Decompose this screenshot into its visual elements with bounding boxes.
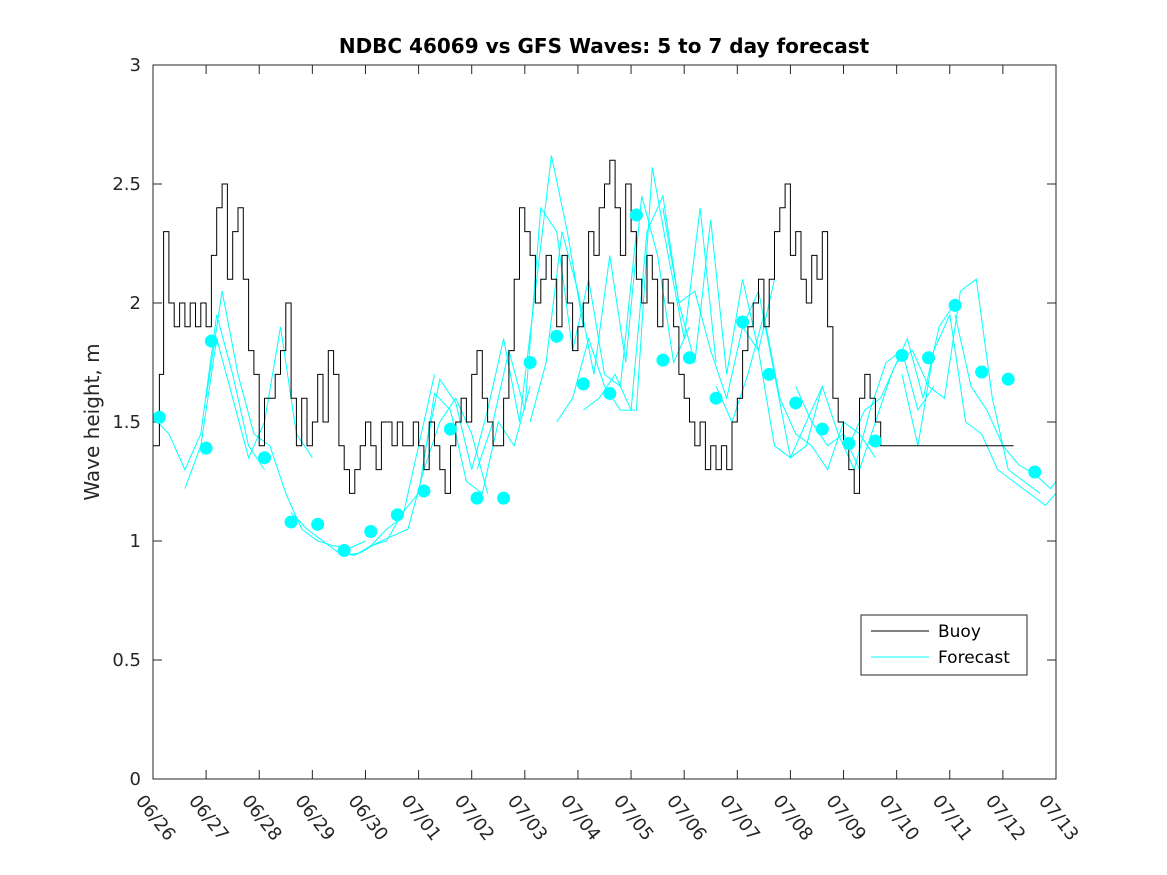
y-tick-label: 1: [130, 531, 141, 552]
forecast-marker: [656, 353, 670, 367]
chart-title: NDBC 46069 vs GFS Waves: 5 to 7 day fore…: [339, 34, 870, 58]
forecast-marker: [603, 386, 617, 400]
x-tick-label: 07/03: [503, 791, 551, 845]
y-tick-label: 3: [130, 55, 141, 76]
forecast-marker: [284, 515, 298, 529]
x-tick-label: 06/30: [344, 791, 392, 845]
forecast-markers: [152, 208, 1042, 558]
forecast-line: [205, 291, 366, 549]
forecast-marker: [204, 334, 218, 348]
x-tick-label: 07/09: [822, 791, 870, 845]
forecast-marker: [762, 367, 776, 381]
forecast-marker: [895, 348, 909, 362]
forecast-line: [476, 206, 637, 470]
forecast-line: [290, 374, 435, 556]
x-tick-label: 07/13: [1034, 791, 1082, 845]
legend-box: [860, 614, 1028, 676]
forecast-marker: [523, 356, 537, 369]
forecast-marker: [311, 517, 325, 531]
forecast-marker: [842, 436, 856, 450]
legend: Buoy Forecast: [860, 614, 1028, 676]
x-tick-label: 07/05: [609, 791, 657, 845]
y-tick-label: 2: [130, 293, 141, 314]
forecast-marker: [550, 329, 564, 343]
y-tick-label: 0.5: [112, 650, 141, 671]
x-tick-label: 07/06: [662, 791, 710, 845]
forecast-marker: [199, 441, 213, 455]
forecast-marker: [1028, 465, 1042, 479]
forecast-marker: [868, 434, 882, 448]
forecast-marker: [337, 544, 351, 558]
x-tick-label: 07/04: [556, 791, 604, 845]
forecast-marker: [576, 377, 590, 391]
legend-buoy-label: Buoy: [938, 622, 981, 642]
x-tick-label: 07/11: [928, 791, 976, 845]
forecast-marker: [1001, 372, 1015, 386]
x-tick-label: 06/26: [131, 791, 179, 845]
forecast-marker: [390, 508, 404, 522]
forecast-marker: [948, 298, 962, 312]
forecast-marker: [364, 524, 378, 538]
forecast-marker: [922, 351, 936, 365]
forecast-marker: [709, 391, 723, 405]
legend-forecast-label: Forecast: [938, 648, 1010, 668]
y-tick-label: 0: [130, 769, 141, 790]
forecast-line: [152, 314, 265, 471]
forecast-line: [848, 278, 1041, 494]
x-tick-label: 07/10: [875, 791, 923, 845]
forecast-marker: [629, 208, 643, 222]
forecast-marker: [417, 484, 431, 498]
forecast-marker: [682, 351, 696, 365]
forecast-marker: [736, 315, 750, 329]
x-tick-label: 07/07: [715, 791, 763, 845]
y-tick-label: 2.5: [112, 174, 141, 195]
forecast-line: [954, 314, 1057, 490]
forecast-marker: [815, 422, 829, 436]
x-tick-label: 07/12: [981, 791, 1029, 845]
buoy-line: [153, 159, 1014, 494]
forecast-line: [901, 313, 1057, 506]
plot-frame: [152, 64, 1057, 780]
x-tick-label: 06/27: [184, 791, 232, 845]
forecast-marker: [152, 410, 166, 424]
forecast-marker: [470, 491, 484, 505]
x-tick-label: 06/28: [237, 791, 285, 845]
forecast-marker: [789, 396, 803, 410]
y-tick-label: 1.5: [112, 412, 141, 433]
x-tick-label: 06/29: [290, 791, 338, 845]
forecast-marker: [258, 451, 272, 465]
x-tick-label: 07/08: [768, 791, 816, 845]
forecast-line: [423, 155, 584, 470]
forecast-marker: [497, 491, 511, 505]
x-tick-label: 07/01: [397, 791, 445, 845]
forecast-marker: [975, 365, 989, 379]
forecast-marker: [443, 422, 457, 436]
y-axis-label: Wave height, m: [80, 343, 104, 500]
buoy-series: [153, 159, 1014, 494]
forecast-line: [344, 397, 489, 556]
x-tick-label: 07/02: [450, 791, 498, 845]
